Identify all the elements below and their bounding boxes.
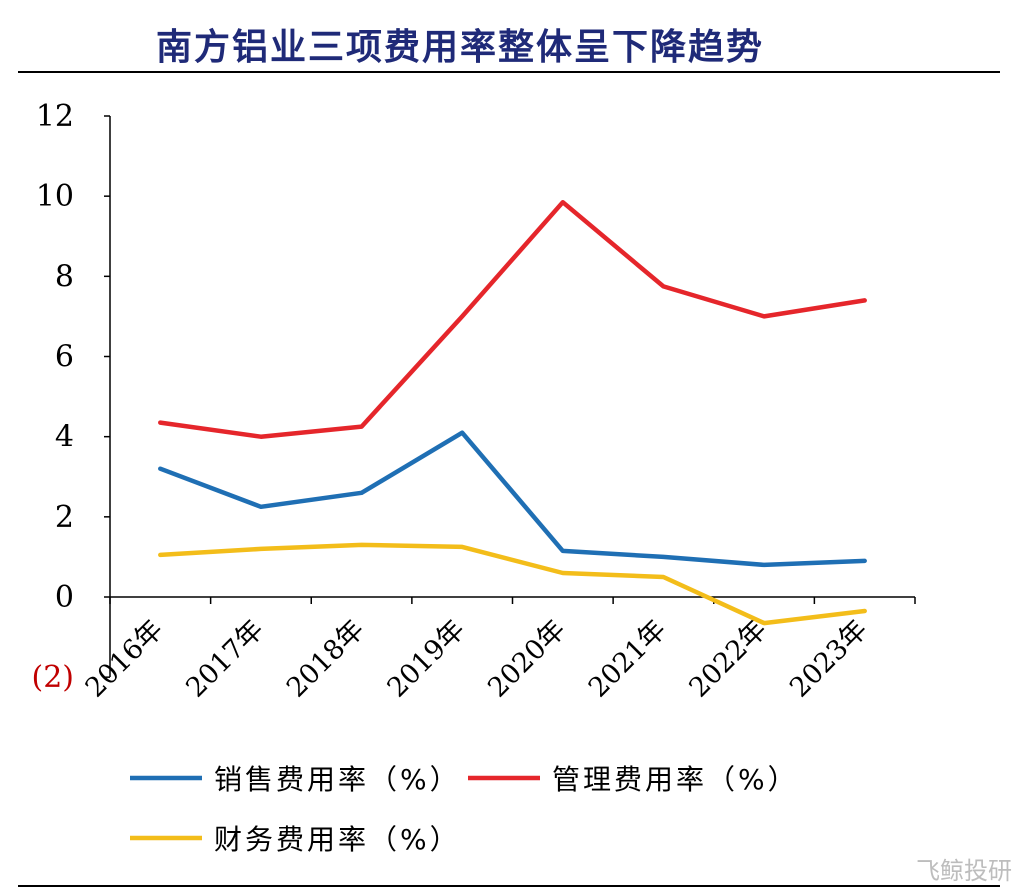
x-tick-label: 2019年 (382, 614, 472, 704)
y-tick-label: 4 (55, 420, 74, 455)
y-tick-label: 2 (55, 500, 74, 535)
x-tick-label: 2022年 (683, 614, 773, 704)
x-tick-label: 2016年 (80, 614, 170, 704)
y-tick-label: 12 (36, 99, 74, 134)
x-tick-label: 2023年 (784, 614, 874, 704)
series-lines (158, 199, 867, 626)
chart-title: 南方铝业三项费用率整体呈下降趋势 (155, 27, 764, 68)
x-tick-label: 2020年 (482, 614, 572, 704)
y-tick-label: (2) (32, 660, 75, 695)
series-line-1 (158, 430, 867, 568)
y-tick-label: 10 (36, 179, 74, 214)
x-tick-label: 2021年 (583, 614, 673, 704)
watermark: 飞鲸投研 (916, 857, 1012, 885)
legend-label: 销售费用率（%） (214, 763, 461, 796)
x-tick-label: 2017年 (180, 614, 270, 704)
legend-label: 财务费用率（%） (214, 823, 461, 856)
series-line-3 (158, 542, 867, 626)
legend: 销售费用率（%） 管理费用率（%） 财务费用率（%） (130, 763, 799, 856)
series-line-2 (158, 199, 867, 439)
y-tick-label: 0 (55, 580, 74, 615)
y-tick-label: 6 (55, 340, 74, 375)
legend-label: 管理费用率（%） (552, 763, 799, 796)
y-tick-label: 8 (55, 259, 74, 294)
x-tick-label: 2018年 (281, 614, 371, 704)
